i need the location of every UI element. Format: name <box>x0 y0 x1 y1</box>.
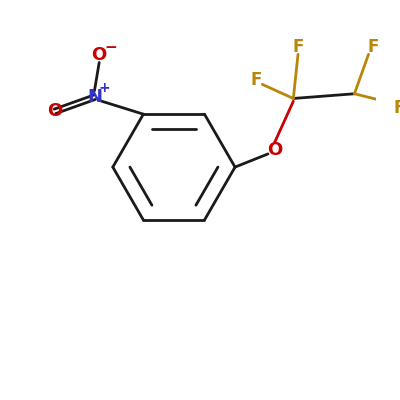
Text: N: N <box>87 88 102 106</box>
Text: F: F <box>394 99 400 117</box>
Text: O: O <box>267 141 282 159</box>
Text: F: F <box>292 38 304 56</box>
Text: −: − <box>104 40 117 55</box>
Text: O: O <box>47 102 63 120</box>
Text: F: F <box>250 71 262 89</box>
Text: +: + <box>98 81 110 95</box>
Text: F: F <box>368 38 379 56</box>
Text: O: O <box>92 46 107 64</box>
